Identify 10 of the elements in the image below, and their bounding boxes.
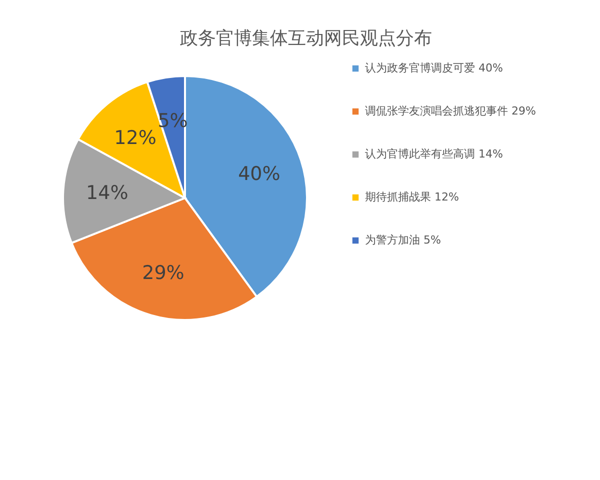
legend-label: 为警方加油 5% xyxy=(365,234,441,246)
data-label: 14% xyxy=(86,182,128,204)
legend-label: 认为官博此举有些高调 14% xyxy=(365,148,503,160)
legend-label: 调侃张学友演唱会抓逃犯事件 29% xyxy=(365,104,536,118)
data-label: 40% xyxy=(238,162,280,185)
data-label: 29% xyxy=(142,262,184,284)
data-label: 12% xyxy=(114,126,156,149)
chart-title: 政务官博集体互动网民观点分布 xyxy=(180,28,432,49)
legend-label: 认为政务官博调皮可爱 40% xyxy=(365,62,503,74)
legend-label: 期待抓捕战果 12% xyxy=(365,190,459,204)
